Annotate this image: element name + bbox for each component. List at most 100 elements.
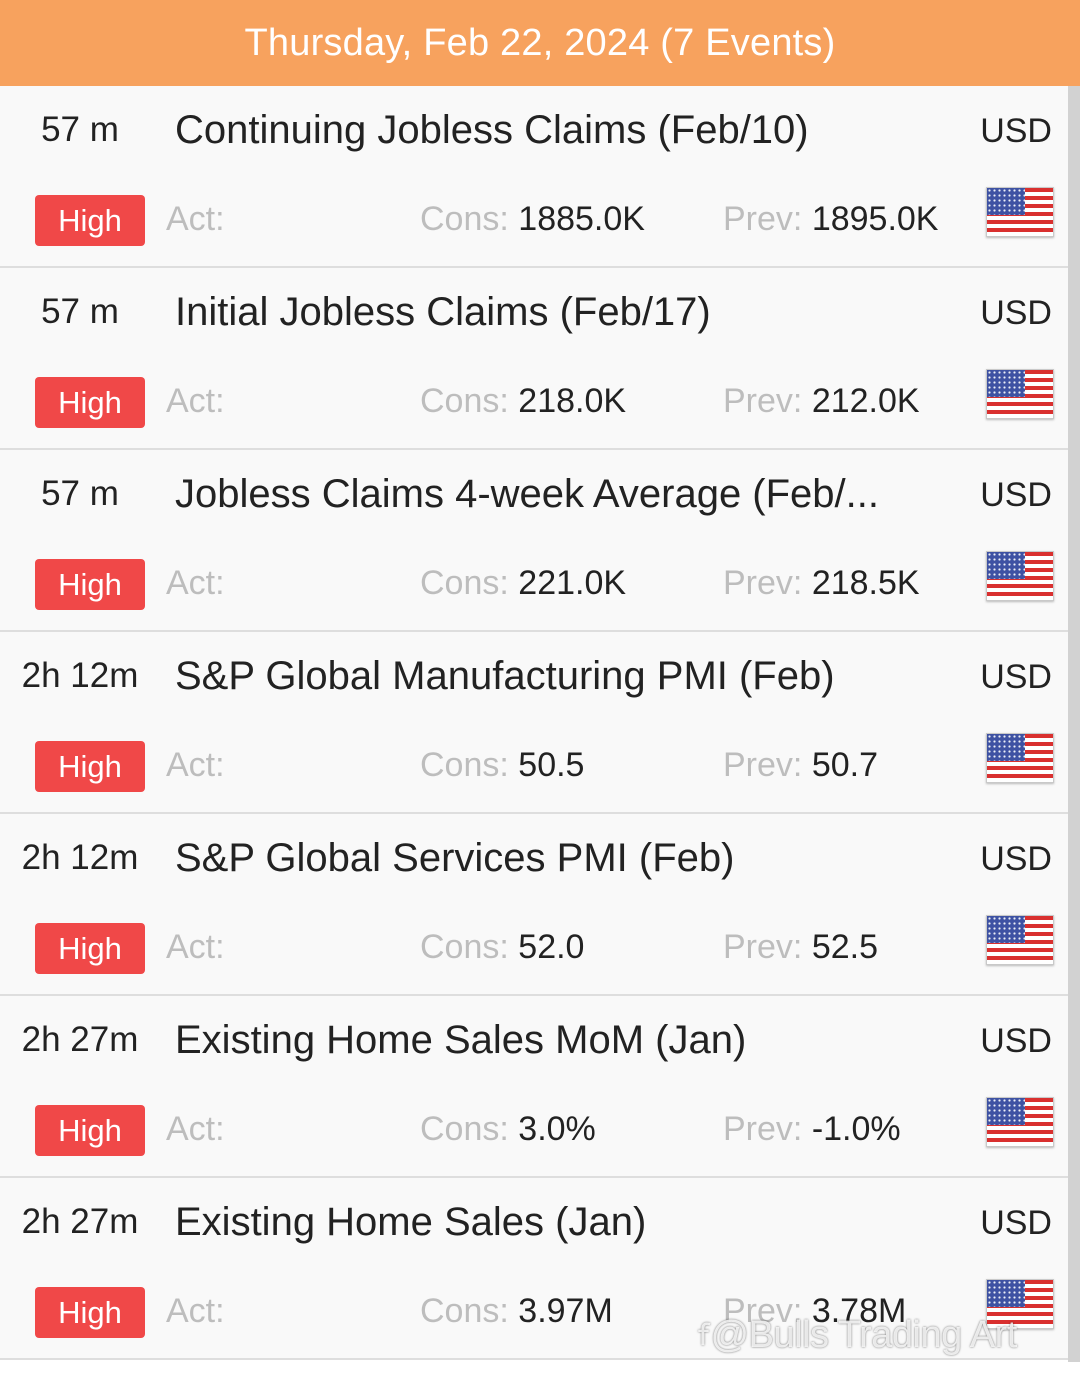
prev-number: 212.0K xyxy=(811,382,920,420)
prev-number: 50.7 xyxy=(811,746,878,784)
event-row[interactable]: 57 m Continuing Jobless Claims (Feb/10) US… xyxy=(0,86,1068,268)
us-flag-icon xyxy=(986,915,1054,965)
flag-canton xyxy=(987,552,1026,579)
us-flag-icon xyxy=(986,369,1054,419)
impact-badge: High xyxy=(35,741,145,792)
cons-number: 3.97M xyxy=(518,1292,613,1330)
event-row[interactable]: 2h 27m Existing Home Sales (Jan) USD High Ac… xyxy=(0,1178,1068,1360)
cons-number: 221.0K xyxy=(518,564,627,602)
prev-label: Prev: xyxy=(723,928,803,966)
prev-label: Prev: xyxy=(723,382,803,420)
event-title: Existing Home Sales MoM (Jan) xyxy=(175,1018,747,1062)
cons-number: 3.0% xyxy=(518,1110,596,1148)
impact-badge: High xyxy=(35,1287,145,1338)
event-currency: USD xyxy=(980,294,1052,332)
previous-value: Prev: 1895.0K xyxy=(723,200,938,239)
prev-label: Prev: xyxy=(723,1110,803,1148)
cons-label: Cons: xyxy=(420,746,509,784)
event-currency: USD xyxy=(980,658,1052,696)
event-time: 57 m xyxy=(41,474,119,513)
consensus-value: Cons: 52.0 xyxy=(420,928,584,967)
prev-label: Prev: xyxy=(723,746,803,784)
cons-number: 52.0 xyxy=(518,928,585,966)
event-row[interactable]: 57 m Initial Jobless Claims (Feb/17) USD Hi… xyxy=(0,268,1068,450)
watermark-text: @Bulls Trading Art xyxy=(710,1314,1018,1356)
event-time: 2h 27m xyxy=(21,1202,139,1241)
previous-value: Prev: 212.0K xyxy=(723,382,920,421)
actual-value: Act: xyxy=(166,200,225,239)
cons-number: 218.0K xyxy=(518,382,627,420)
actual-value: Act: xyxy=(166,1110,225,1149)
cons-label: Cons: xyxy=(420,1110,509,1148)
prev-number: 1895.0K xyxy=(811,200,939,238)
impact-badge: High xyxy=(35,923,145,974)
consensus-value: Cons: 1885.0K xyxy=(420,200,645,239)
previous-value: Prev: 52.5 xyxy=(723,928,878,967)
event-title: Initial Jobless Claims (Feb/17) xyxy=(175,290,711,334)
previous-value: Prev: 3.78M xyxy=(723,1292,906,1331)
event-currency: USD xyxy=(980,1022,1052,1060)
actual-value: Act: xyxy=(166,1292,225,1331)
date-header: Thursday, Feb 22, 2024 (7 Events) xyxy=(0,0,1080,86)
flag-canton xyxy=(987,370,1026,397)
flag-canton xyxy=(987,734,1026,761)
prev-label: Prev: xyxy=(723,1292,803,1330)
event-time: 2h 12m xyxy=(21,838,139,877)
event-row[interactable]: 2h 12m S&P Global Manufacturing PMI (Feb)… xyxy=(0,632,1068,814)
watermark: ꬵ@Bulls Trading Art xyxy=(698,1314,1017,1357)
event-currency: USD xyxy=(980,112,1052,150)
cons-label: Cons: xyxy=(420,200,509,238)
act-label: Act: xyxy=(166,382,225,420)
scrollbar[interactable] xyxy=(1068,86,1080,1362)
actual-value: Act: xyxy=(166,382,225,421)
act-label: Act: xyxy=(166,1292,225,1330)
prev-number: -1.0% xyxy=(811,1110,901,1148)
consensus-value: Cons: 3.0% xyxy=(420,1110,596,1149)
event-row[interactable]: 2h 27m Existing Home Sales MoM (Jan) USD Hi… xyxy=(0,996,1068,1178)
act-label: Act: xyxy=(166,746,225,784)
flag-canton xyxy=(987,188,1026,215)
consensus-value: Cons: 50.5 xyxy=(420,746,584,785)
prev-number: 52.5 xyxy=(811,928,878,966)
consensus-value: Cons: 218.0K xyxy=(420,382,626,421)
prev-label: Prev: xyxy=(723,200,803,238)
event-list: 57 m Continuing Jobless Claims (Feb/10) US… xyxy=(0,86,1068,1360)
date-header-title: Thursday, Feb 22, 2024 (7 Events) xyxy=(244,21,836,64)
event-time: 57 m xyxy=(41,110,119,149)
event-currency: USD xyxy=(980,840,1052,878)
flag-canton xyxy=(987,1280,1026,1307)
actual-value: Act: xyxy=(166,564,225,603)
event-time: 2h 27m xyxy=(21,1020,139,1059)
us-flag-icon xyxy=(986,551,1054,601)
act-label: Act: xyxy=(166,928,225,966)
previous-value: Prev: -1.0% xyxy=(723,1110,901,1149)
cons-label: Cons: xyxy=(420,928,509,966)
us-flag-icon xyxy=(986,187,1054,237)
event-row[interactable]: 57 m Jobless Claims 4-week Average (Feb/.… xyxy=(0,450,1068,632)
act-label: Act: xyxy=(166,1110,225,1148)
event-title: Continuing Jobless Claims (Feb/10) xyxy=(175,108,809,152)
event-row[interactable]: 2h 12m S&P Global Services PMI (Feb) USD Hi… xyxy=(0,814,1068,996)
event-title: Existing Home Sales (Jan) xyxy=(175,1200,647,1244)
flag-canton xyxy=(987,1098,1026,1125)
event-title: S&P Global Services PMI (Feb) xyxy=(175,836,735,880)
impact-badge: High xyxy=(35,195,145,246)
actual-value: Act: xyxy=(166,746,225,785)
us-flag-icon xyxy=(986,1279,1054,1329)
prev-number: 3.78M xyxy=(811,1292,907,1330)
event-title: Jobless Claims 4-week Average (Feb/... xyxy=(175,472,880,516)
event-time: 2h 12m xyxy=(21,656,139,695)
cons-label: Cons: xyxy=(420,564,509,602)
cons-number: 50.5 xyxy=(518,746,585,784)
impact-badge: High xyxy=(35,559,145,610)
cons-label: Cons: xyxy=(420,382,509,420)
prev-number: 218.5K xyxy=(811,564,920,602)
event-time: 57 m xyxy=(41,292,119,331)
previous-value: Prev: 218.5K xyxy=(723,564,920,603)
act-label: Act: xyxy=(166,564,225,602)
act-label: Act: xyxy=(166,200,225,238)
cons-label: Cons: xyxy=(420,1292,509,1330)
event-title: S&P Global Manufacturing PMI (Feb) xyxy=(175,654,835,698)
actual-value: Act: xyxy=(166,928,225,967)
prev-label: Prev: xyxy=(723,564,803,602)
